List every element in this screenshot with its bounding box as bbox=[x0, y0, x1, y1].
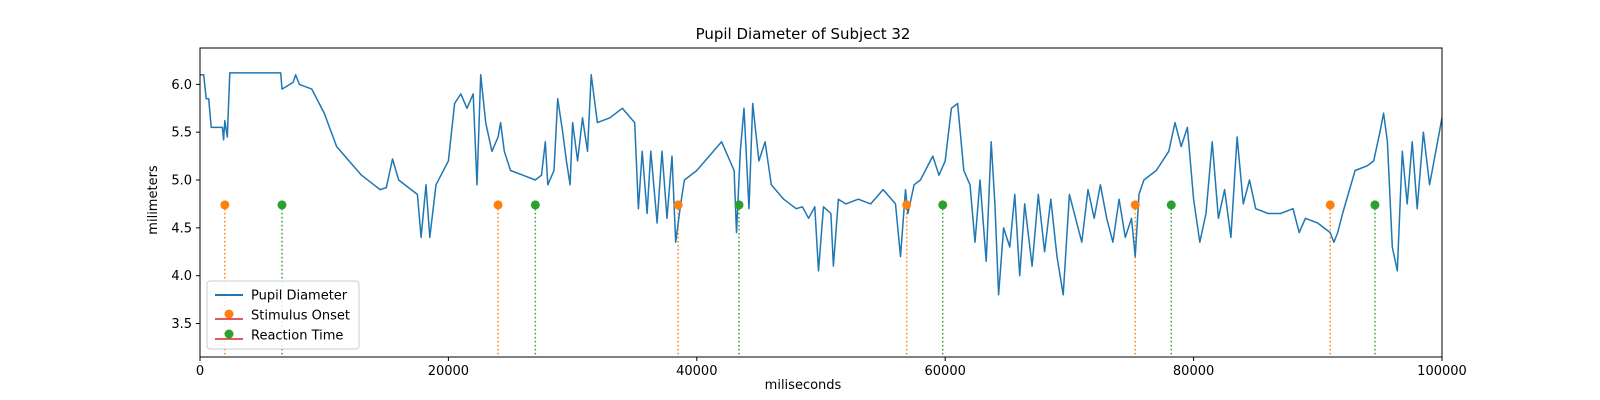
reaction-time-marker-3 bbox=[938, 200, 948, 210]
legend-box bbox=[206, 280, 360, 350]
x-tick-label: 60000 bbox=[925, 364, 966, 379]
y-tick-label: 4.0 bbox=[171, 269, 192, 284]
stimulus-onset-marker-5 bbox=[1325, 200, 1335, 210]
legend-stimulus-onset-label: Stimulus Onset bbox=[251, 309, 350, 324]
x-tick-label: 80000 bbox=[1173, 364, 1214, 379]
stimulus-onset-marker-4 bbox=[1130, 200, 1140, 210]
reaction-time-marker-2 bbox=[734, 200, 744, 210]
legend: Pupil Diameter Stimulus Onset Reaction Tim… bbox=[206, 280, 360, 350]
chart-title: Pupil Diameter of Subject 32 bbox=[696, 25, 911, 43]
x-axis-label: miliseconds bbox=[765, 378, 842, 393]
legend-reaction-time-label: Reaction Time bbox=[251, 329, 343, 344]
stimulus-onset-marker-0 bbox=[220, 200, 230, 210]
x-tick-label: 40000 bbox=[676, 364, 717, 379]
stimulus-onset-marker-1 bbox=[493, 200, 503, 210]
stimulus-onset-marker-3 bbox=[902, 200, 912, 210]
y-tick-label: 6.0 bbox=[171, 78, 192, 93]
pupil-diameter-line bbox=[200, 72, 1442, 296]
reaction-time-marker-5 bbox=[1370, 200, 1380, 210]
y-tick-label: 5.0 bbox=[171, 174, 192, 189]
legend-reaction-time-marker bbox=[224, 329, 234, 339]
y-tick-label: 4.5 bbox=[171, 221, 192, 236]
plot-area bbox=[200, 72, 1442, 357]
stimulus-onset-marker-2 bbox=[673, 200, 683, 210]
legend-pupil-diameter-label: Pupil Diameter bbox=[251, 289, 348, 304]
axes: 0 20000 40000 60000 80000 100000 3.5 4.0 4.5 5.0 5… bbox=[171, 47, 1467, 379]
y-axis-label: milimeters bbox=[146, 165, 161, 235]
plot-clip-group bbox=[200, 72, 1442, 357]
reaction-time-marker-4 bbox=[1166, 200, 1176, 210]
legend-stimulus-onset-marker bbox=[224, 309, 234, 319]
x-tick-label: 100000 bbox=[1417, 364, 1467, 379]
plot-frame bbox=[199, 47, 1443, 358]
y-tick-label: 5.5 bbox=[171, 126, 192, 141]
x-tick-label: 20000 bbox=[428, 364, 469, 379]
reaction-time-marker-0 bbox=[277, 200, 287, 210]
x-tick-label: 0 bbox=[196, 364, 204, 379]
reaction-time-marker-1 bbox=[530, 200, 540, 210]
y-tick-label: 3.5 bbox=[171, 317, 192, 332]
